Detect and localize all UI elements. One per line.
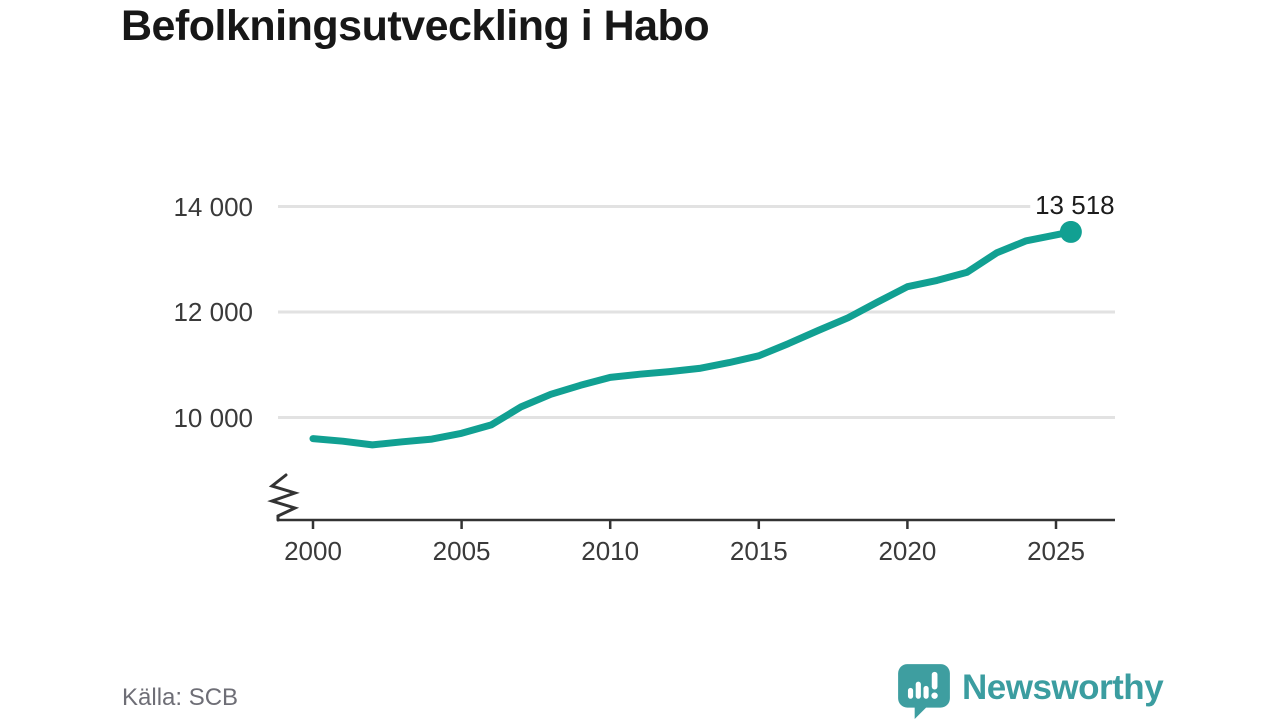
x-tick-label: 2000 [284, 536, 342, 566]
x-tick-label: 2020 [878, 536, 937, 566]
end-value-label: 13 518 [1030, 189, 1120, 221]
newsworthy-speech-bubble-icon [898, 664, 950, 719]
bar-chart-glyph [907, 671, 938, 699]
x-tick-label: 2025 [1027, 536, 1085, 566]
population-line [309, 228, 1075, 449]
axis-break-zigzag-icon [267, 473, 300, 522]
x-tick-label: 2015 [729, 536, 788, 566]
chart-title: Befolkningsutveckling i Habo [121, 2, 710, 50]
end-dot [1059, 220, 1082, 243]
newsworthy-logo[interactable]: Newsworthy [896, 662, 1164, 720]
x-tick-label: 2005 [432, 536, 491, 566]
brand-name: Newsworthy [962, 668, 1164, 707]
y-tick-label: 14 000 [173, 191, 253, 222]
x-tick-label: 2010 [581, 536, 640, 566]
y-tick-label: 12 000 [173, 297, 253, 327]
source-note: Källa: SCB [122, 684, 239, 711]
y-tick-label: 10 000 [173, 402, 253, 433]
